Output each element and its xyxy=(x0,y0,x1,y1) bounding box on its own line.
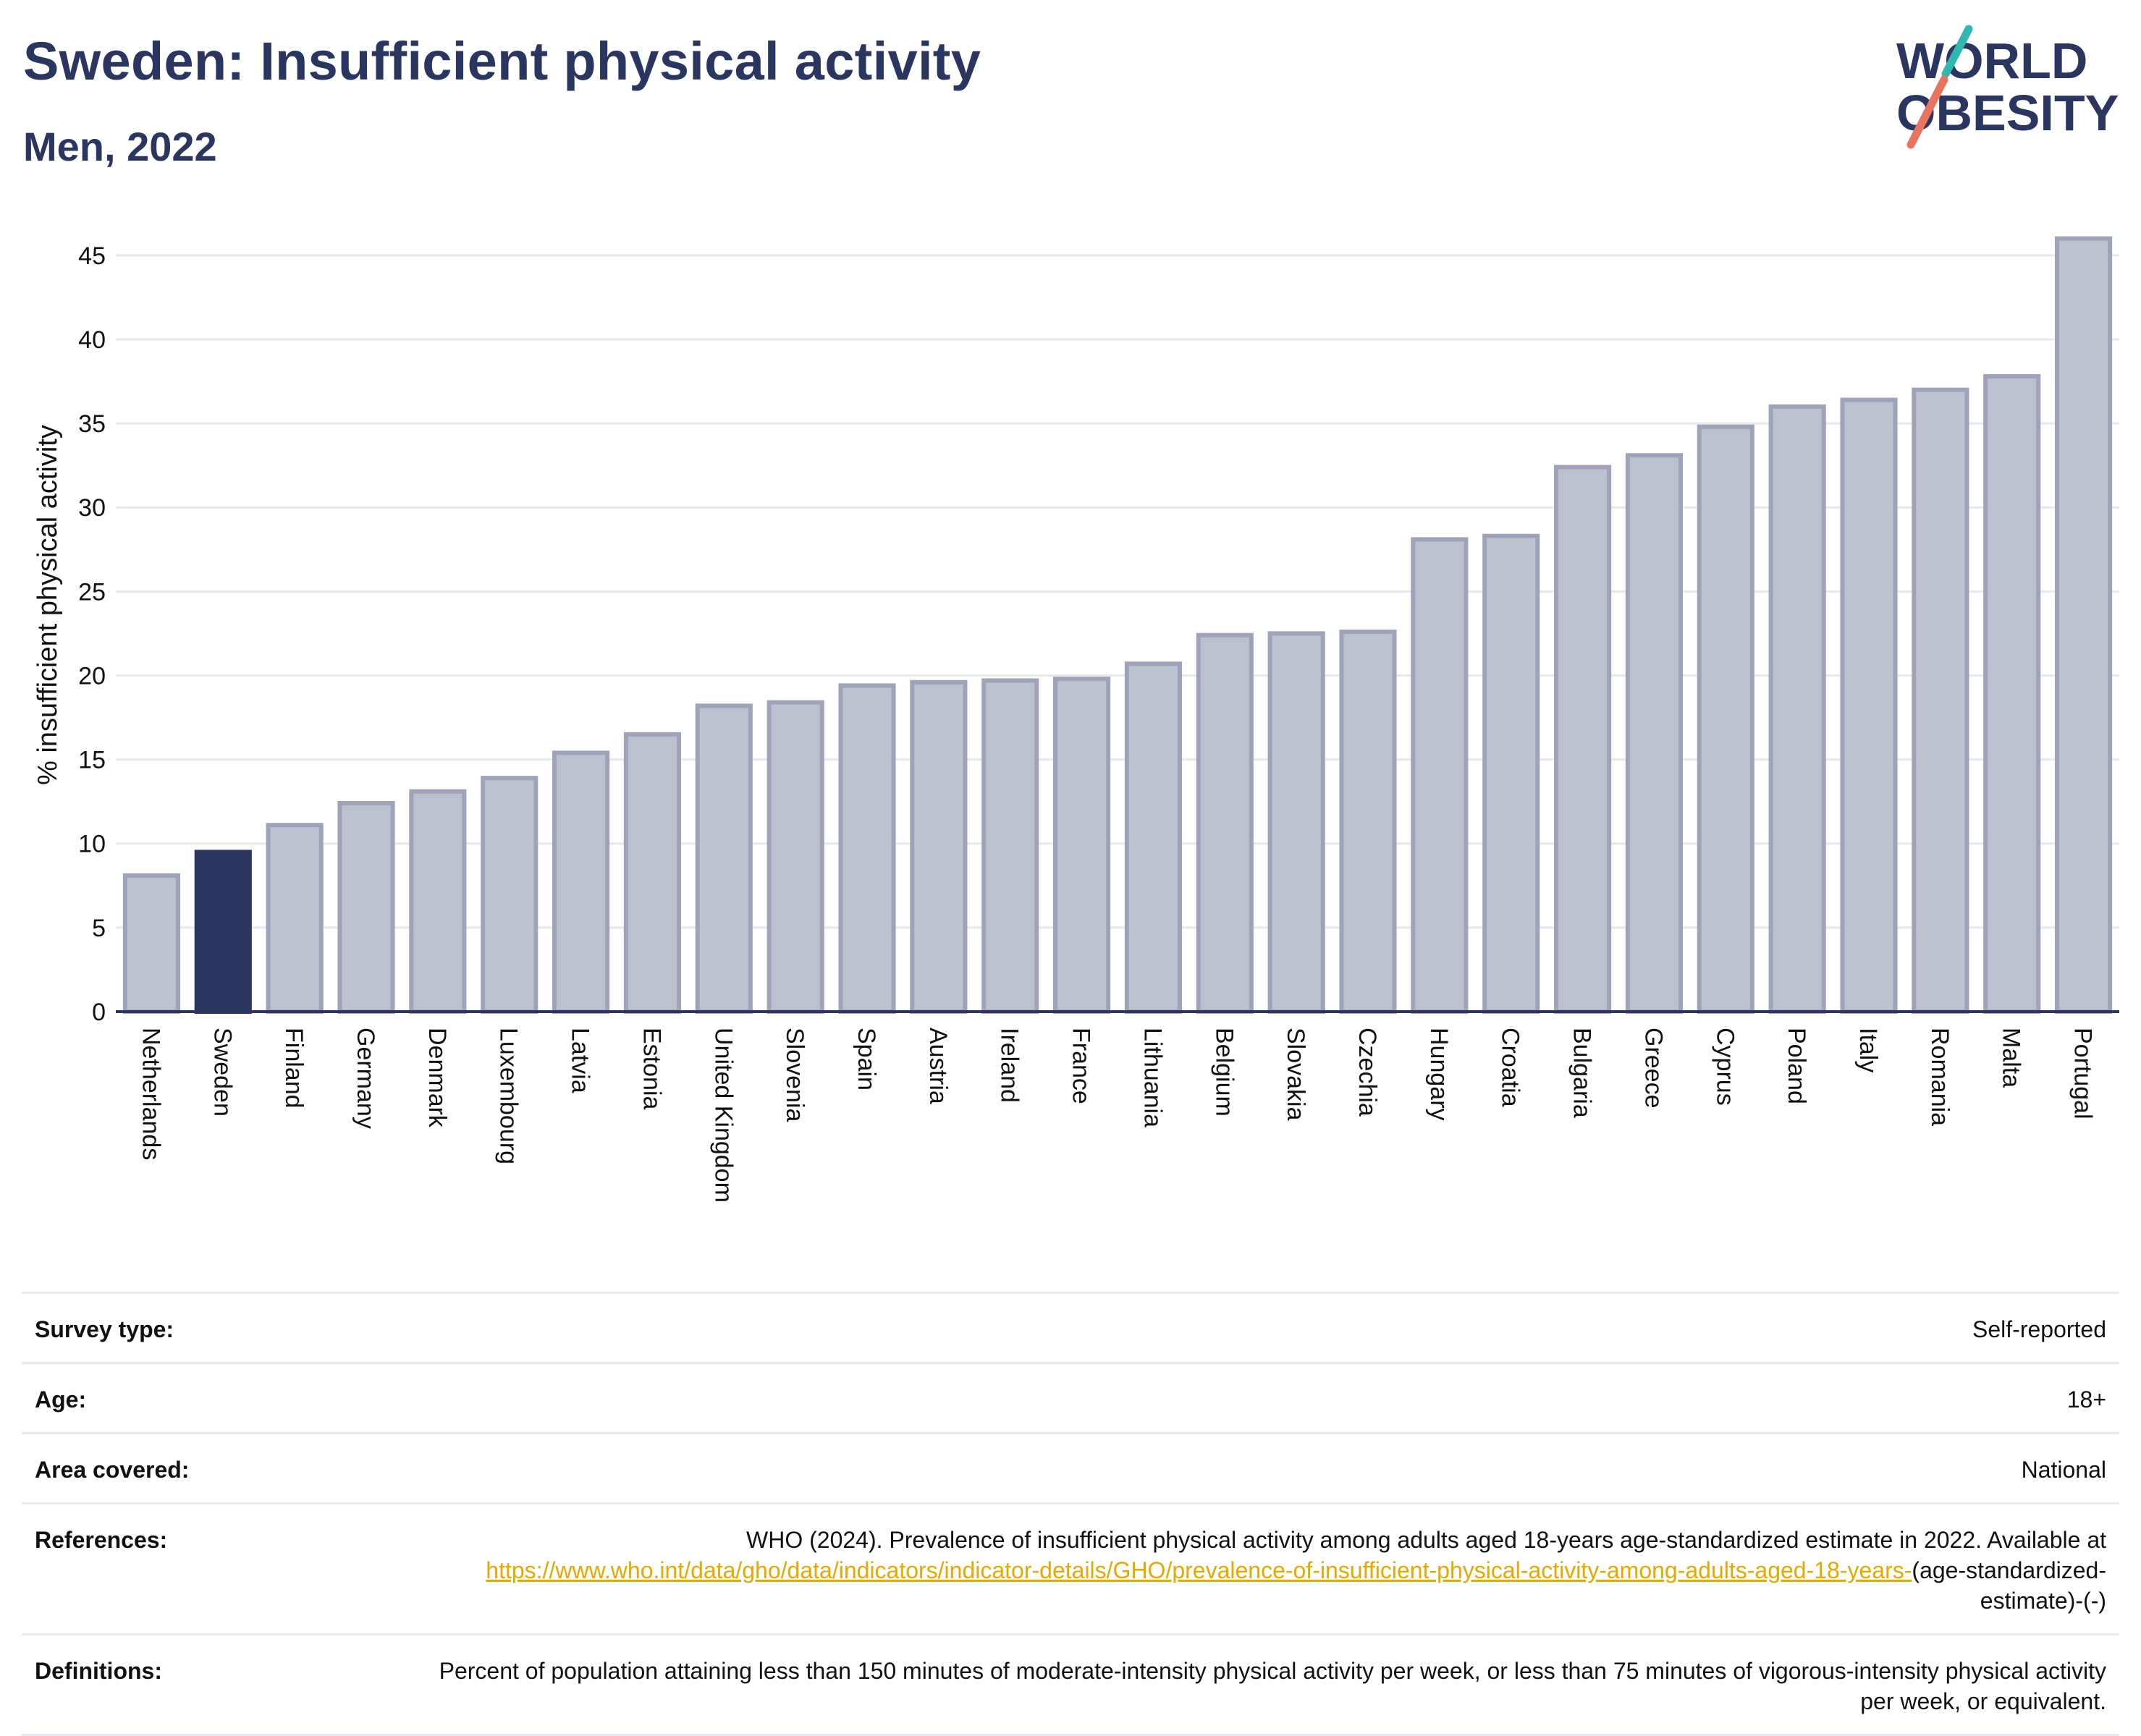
meta-key: Survey type: xyxy=(35,1316,174,1342)
bar-spain xyxy=(838,683,896,1015)
meta-value: WHO (2024). Prevalence of insufficient p… xyxy=(405,1525,2106,1616)
world-obesity-logo: WORLD OBESITY xyxy=(1896,25,2119,149)
bar-estonia xyxy=(623,732,682,1014)
x-tick-label: Luxembourg xyxy=(495,1028,523,1164)
bar-lithuania xyxy=(1124,661,1183,1015)
x-tick-label: Austria xyxy=(924,1028,952,1104)
meta-key: Age: xyxy=(35,1386,87,1413)
y-tick-label: 40 xyxy=(78,326,106,354)
bar-belgium xyxy=(1196,632,1254,1014)
x-tick-label: Italy xyxy=(1854,1028,1882,1072)
bar-austria xyxy=(910,679,968,1014)
bar-romania xyxy=(1912,387,1969,1014)
bar-greece xyxy=(1625,453,1684,1014)
bars xyxy=(122,236,2113,1015)
logo-slash-teal xyxy=(1941,25,1973,78)
bar-sweden xyxy=(194,850,252,1015)
bar-denmark xyxy=(409,789,467,1014)
meta-value: Self-reported xyxy=(1972,1316,2106,1342)
meta-value: National xyxy=(2021,1457,2106,1483)
bar-malta xyxy=(1983,374,2041,1014)
bar-germany xyxy=(337,801,395,1014)
x-tick-label: Cyprus xyxy=(1711,1028,1739,1106)
bar-ireland xyxy=(981,678,1039,1014)
y-tick-label: 10 xyxy=(78,831,106,858)
x-tick-label: Slovakia xyxy=(1282,1028,1309,1121)
x-tick-label: Spain xyxy=(853,1028,880,1091)
bar-cyprus xyxy=(1697,424,1754,1014)
logo-word-1: WORLD xyxy=(1896,33,2087,89)
bar-netherlands xyxy=(122,873,181,1014)
bar-finland xyxy=(266,823,324,1015)
bar-latvia xyxy=(552,750,610,1015)
x-tick-label: Finland xyxy=(280,1028,308,1109)
x-tick-label: Estonia xyxy=(638,1028,665,1109)
meta-key: Definitions: xyxy=(35,1658,162,1684)
y-tick-label: 5 xyxy=(92,915,106,942)
bar-czechia xyxy=(1339,630,1397,1014)
x-tick-label: Greece xyxy=(1639,1028,1667,1109)
y-tick-label: 35 xyxy=(78,410,106,438)
reference-link[interactable]: https://www.who.int/data/gho/data/indica… xyxy=(486,1557,1912,1583)
bar-chart: 0 5 10 15 20 25 30 35 40 45 Netherlands Sweden Finl… xyxy=(33,236,2119,1203)
page-title: Sweden: Insufficient physical activity xyxy=(23,31,981,91)
x-tick-label: Malta xyxy=(1998,1028,2025,1088)
x-tick-label: Denmark xyxy=(423,1028,451,1128)
bar-france xyxy=(1052,677,1111,1014)
bar-united-kingdom xyxy=(695,703,753,1015)
bar-croatia xyxy=(1482,533,1540,1014)
meta-row-area-covered: Area covered: National xyxy=(22,1432,2119,1502)
reference-text: WHO (2024). Prevalence of insufficient p… xyxy=(746,1527,2106,1553)
y-tick-label: 25 xyxy=(78,578,106,606)
x-tick-label: Portugal xyxy=(2069,1028,2097,1119)
x-tick-label: Belgium xyxy=(1210,1028,1238,1117)
y-tick-label: 0 xyxy=(92,999,106,1026)
x-tick-label: Slovenia xyxy=(781,1028,808,1122)
bar-slovenia xyxy=(767,700,824,1014)
bar-poland xyxy=(1768,404,1826,1014)
meta-row-age: Age: 18+ xyxy=(22,1362,2119,1432)
meta-key: References: xyxy=(35,1527,168,1553)
bar-slovakia xyxy=(1267,631,1325,1014)
meta-value: 18+ xyxy=(2066,1386,2106,1413)
logo-slash-coral xyxy=(1906,75,1948,149)
bar-italy xyxy=(1840,397,1898,1014)
y-axis-title: % insufficient physical activity xyxy=(33,425,63,785)
page-subtitle: Men, 2022 xyxy=(23,124,217,169)
meta-value: Percent of population attaining less tha… xyxy=(439,1658,2106,1714)
bar-hungary xyxy=(1411,537,1469,1014)
y-tick-label: 20 xyxy=(78,662,106,690)
x-tick-label: Ireland xyxy=(996,1028,1023,1103)
meta-row-references: References: WHO (2024). Prevalence of in… xyxy=(22,1502,2119,1633)
x-tick-label: Romania xyxy=(1926,1028,1954,1126)
x-tick-label: Croatia xyxy=(1497,1028,1524,1107)
meta-key: Area covered: xyxy=(35,1457,190,1483)
bar-portugal xyxy=(2054,236,2113,1014)
x-tick-label: Latvia xyxy=(567,1028,594,1093)
reference-suffix: (age-standardized-estimate)-(-) xyxy=(1912,1557,2106,1614)
x-tick-label: Germany xyxy=(352,1028,379,1129)
x-tick-label: Czechia xyxy=(1354,1028,1381,1117)
x-tick-label: Netherlands xyxy=(137,1028,164,1160)
bar-luxembourg xyxy=(481,776,539,1014)
y-axis-ticks: 0 5 10 15 20 25 30 35 40 45 xyxy=(78,242,106,1026)
x-tick-label: Bulgaria xyxy=(1568,1028,1596,1118)
y-tick-label: 15 xyxy=(78,747,106,774)
y-tick-label: 45 xyxy=(78,242,106,270)
x-tick-label: Lithuania xyxy=(1139,1028,1166,1127)
x-tick-label: France xyxy=(1068,1028,1095,1104)
x-axis-labels: Netherlands Sweden Finland Germany Denmark Lu… xyxy=(137,1028,2096,1203)
x-tick-label: Hungary xyxy=(1425,1028,1453,1121)
y-tick-label: 30 xyxy=(78,494,106,522)
x-tick-label: United Kingdom xyxy=(709,1028,737,1203)
bar-bulgaria xyxy=(1553,465,1612,1014)
x-tick-label: Poland xyxy=(1783,1028,1810,1104)
meta-row-definitions: Definitions: Percent of population attai… xyxy=(22,1633,2119,1736)
x-tick-label: Sweden xyxy=(208,1028,236,1117)
metadata-table: Survey type: Self-reported Age: 18+ Area… xyxy=(22,1292,2119,1736)
meta-row-survey-type: Survey type: Self-reported xyxy=(22,1292,2119,1362)
